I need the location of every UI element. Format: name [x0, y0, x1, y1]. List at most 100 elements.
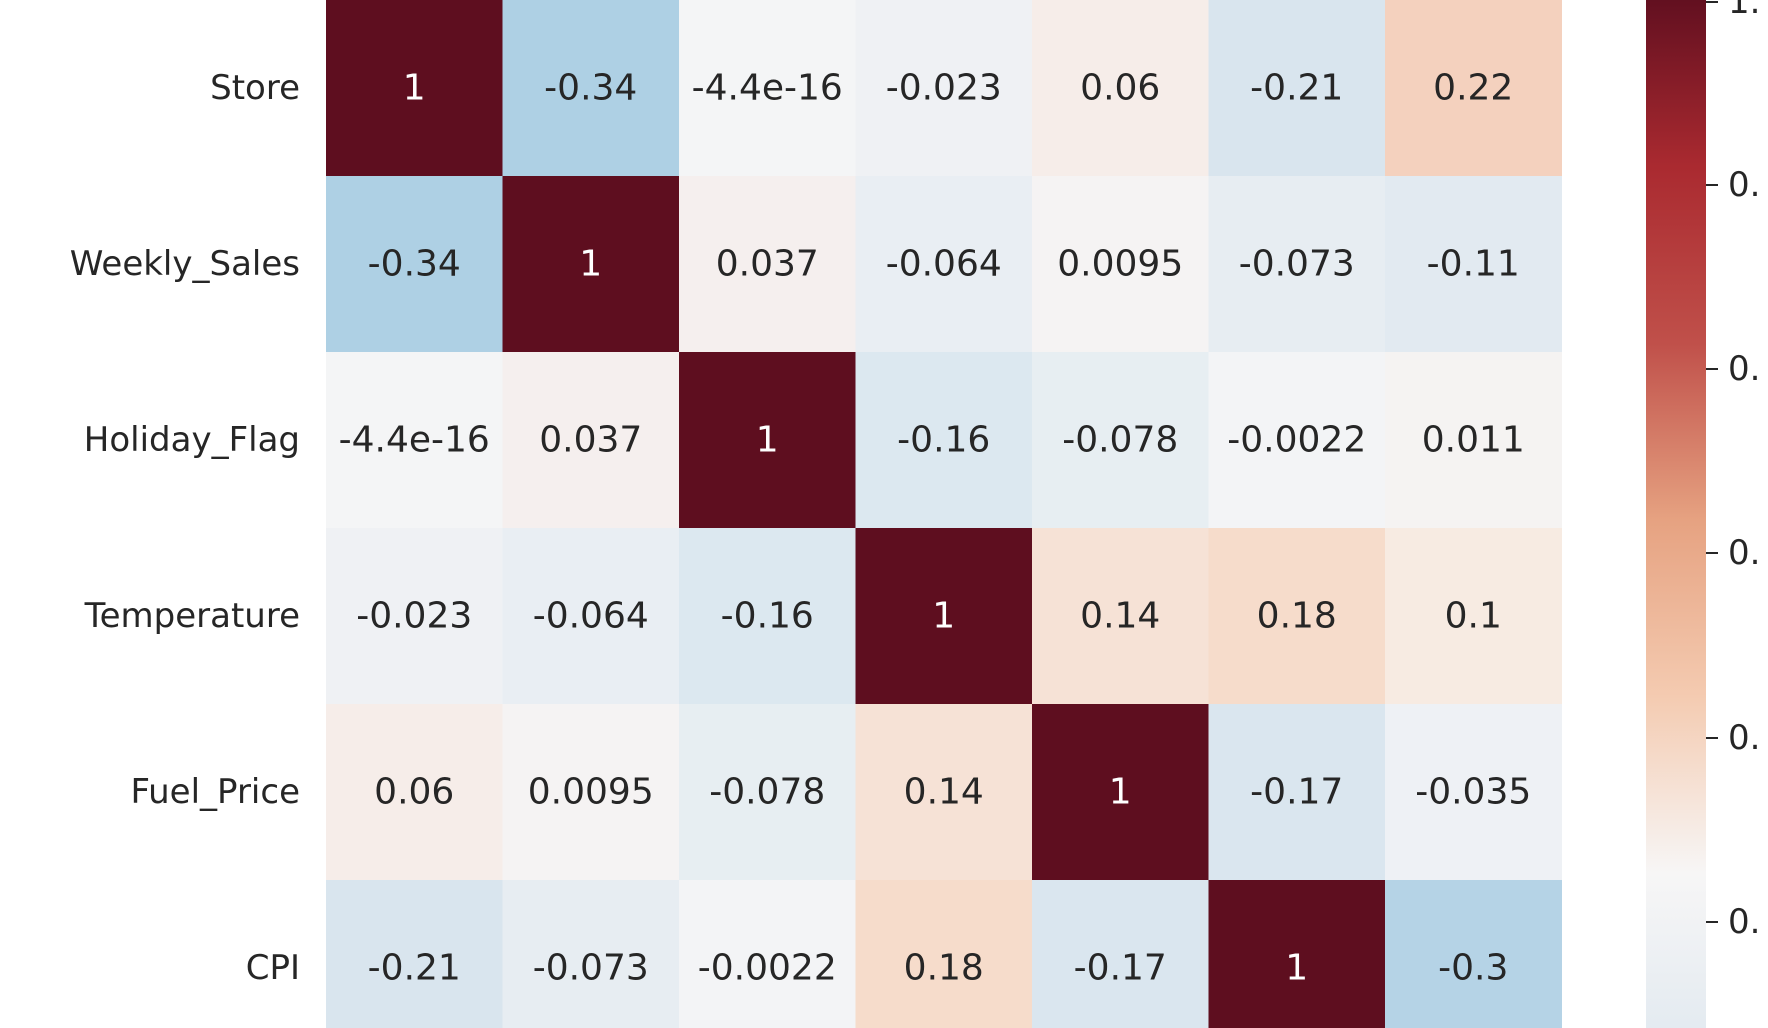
row-label: Store: [210, 68, 300, 108]
heatmap-cell: [679, 528, 856, 705]
heatmap-cell-label: 1: [1285, 948, 1308, 989]
heatmap-cell: [326, 880, 503, 1028]
heatmap-cell: [855, 352, 1033, 529]
heatmap-cell: [855, 528, 1033, 705]
heatmap-cell-label: -0.21: [1250, 68, 1343, 109]
heatmap-cell: [326, 176, 503, 353]
heatmap-cell-label: -0.16: [721, 596, 814, 637]
heatmap-cell-label: 0.18: [1257, 596, 1337, 637]
heatmap-cell-label: 1: [932, 596, 955, 637]
heatmap-cell: [1385, 352, 1562, 529]
heatmap-cell: [679, 0, 856, 177]
heatmap-cells: 1 -0.34 -4.4e-16 -0.023 0.06 -0.21 0.22 -0.34 1 0…: [326, 0, 1562, 1028]
heatmap-cell-label: 0.0095: [528, 772, 654, 813]
heatmap-cell: [502, 352, 680, 529]
heatmap-cell: [1385, 176, 1562, 353]
heatmap-cell-label: 0.1: [1445, 596, 1502, 637]
heatmap-cell: [679, 704, 856, 881]
heatmap-cell: [855, 704, 1033, 881]
heatmap-cell-label: -0.0022: [1227, 420, 1366, 461]
colorbar-ticks: 1. 0. 0. 0. 0. 0.: [1706, 0, 1760, 942]
heatmap-cell-label: 0.037: [539, 420, 642, 461]
colorbar: 1. 0. 0. 0. 0. 0.: [1646, 0, 1760, 1028]
heatmap-cell: [326, 0, 503, 177]
heatmap-cell-label: 1: [756, 420, 779, 461]
heatmap-cell-label: -0.078: [1062, 420, 1178, 461]
heatmap-cell-label: -0.34: [544, 68, 637, 109]
colorbar-tick-label: 0.: [1728, 533, 1760, 573]
heatmap-cell-label: -0.17: [1250, 772, 1343, 813]
heatmap-cell-label: 0.22: [1433, 68, 1513, 109]
heatmap-cell-label: -0.064: [886, 244, 1002, 285]
heatmap-cell-label: 0.14: [904, 772, 984, 813]
heatmap-cell: [1208, 0, 1386, 177]
heatmap-cell-label: 0.06: [1080, 68, 1160, 109]
heatmap-cell-label: -0.11: [1427, 244, 1520, 285]
heatmap-cell-label: 0.14: [1080, 596, 1160, 637]
heatmap-cell: [1385, 528, 1562, 705]
colorbar-tick-label: 0.: [1728, 902, 1760, 942]
heatmap-cell: [502, 0, 680, 177]
heatmap-cell: [326, 352, 503, 529]
heatmap-cell: [679, 176, 856, 353]
heatmap-cell-label: 0.06: [374, 772, 454, 813]
heatmap-cell: [1032, 704, 1209, 881]
colorbar-tick-label: 0.: [1728, 349, 1760, 389]
heatmap-cell: [326, 528, 503, 705]
heatmap-cell: [1032, 352, 1209, 529]
heatmap-cell-label: -0.073: [533, 948, 649, 989]
heatmap-cell-label: 0.037: [716, 244, 819, 285]
heatmap-cell-label: -0.17: [1074, 948, 1167, 989]
heatmap-cell: [855, 0, 1033, 177]
colorbar-gradient: [1646, 0, 1706, 1028]
heatmap-cell-label: 1: [403, 68, 426, 109]
row-label: Weekly_Sales: [70, 244, 300, 284]
heatmap-cell-label: 1: [579, 244, 602, 285]
heatmap-cell: [1208, 352, 1386, 529]
heatmap-cell: [1385, 880, 1562, 1028]
colorbar-tick-label: 0.: [1728, 165, 1760, 205]
row-label: Temperature: [84, 596, 300, 636]
heatmap-row-labels: Store Weekly_Sales Holiday_Flag Temperature…: [70, 68, 300, 988]
heatmap-cell: [502, 880, 680, 1028]
heatmap-cell-label: -4.4e-16: [692, 68, 843, 109]
heatmap-cell: [1208, 176, 1386, 353]
heatmap-cell: [1208, 528, 1386, 705]
heatmap-cell-label: 0.18: [904, 948, 984, 989]
heatmap-cell-label: -0.023: [886, 68, 1002, 109]
row-label: CPI: [246, 948, 300, 988]
heatmap-cell-label: 0.011: [1422, 420, 1525, 461]
row-label: Holiday_Flag: [84, 420, 300, 460]
heatmap-cell: [502, 176, 680, 353]
heatmap-cell: [1385, 704, 1562, 881]
heatmap-cell: [1208, 880, 1386, 1028]
heatmap-cell: [1208, 704, 1386, 881]
heatmap-cell-label: 1: [1109, 772, 1132, 813]
heatmap-cell-label: -0.073: [1239, 244, 1355, 285]
heatmap-cell: [326, 704, 503, 881]
heatmap-cell: [679, 352, 856, 529]
heatmap-cell: [1032, 528, 1209, 705]
heatmap-cell-label: -0.078: [709, 772, 825, 813]
heatmap-cell: [1032, 176, 1209, 353]
colorbar-tick-label: 0.: [1728, 718, 1760, 758]
heatmap-cell: [855, 176, 1033, 353]
heatmap-cell: [1032, 0, 1209, 177]
heatmap-cell-label: -0.0022: [698, 948, 837, 989]
heatmap-cell-label: -0.064: [533, 596, 649, 637]
heatmap-cell-label: -0.16: [897, 420, 990, 461]
heatmap-cell-label: -4.4e-16: [339, 420, 490, 461]
heatmap-cell: [1385, 0, 1562, 177]
heatmap-cell-label: -0.34: [368, 244, 461, 285]
row-label: Fuel_Price: [130, 772, 300, 812]
heatmap-cell: [855, 880, 1033, 1028]
heatmap-cell: [679, 880, 856, 1028]
heatmap-cell-label: -0.21: [368, 948, 461, 989]
heatmap-cell: [1032, 880, 1209, 1028]
heatmap-cell: [502, 528, 680, 705]
heatmap-cell-label: -0.035: [1415, 772, 1531, 813]
heatmap-cell: [502, 704, 680, 881]
heatmap-cell-label: 0.0095: [1057, 244, 1183, 285]
heatmap-cell-label: -0.3: [1438, 948, 1508, 989]
